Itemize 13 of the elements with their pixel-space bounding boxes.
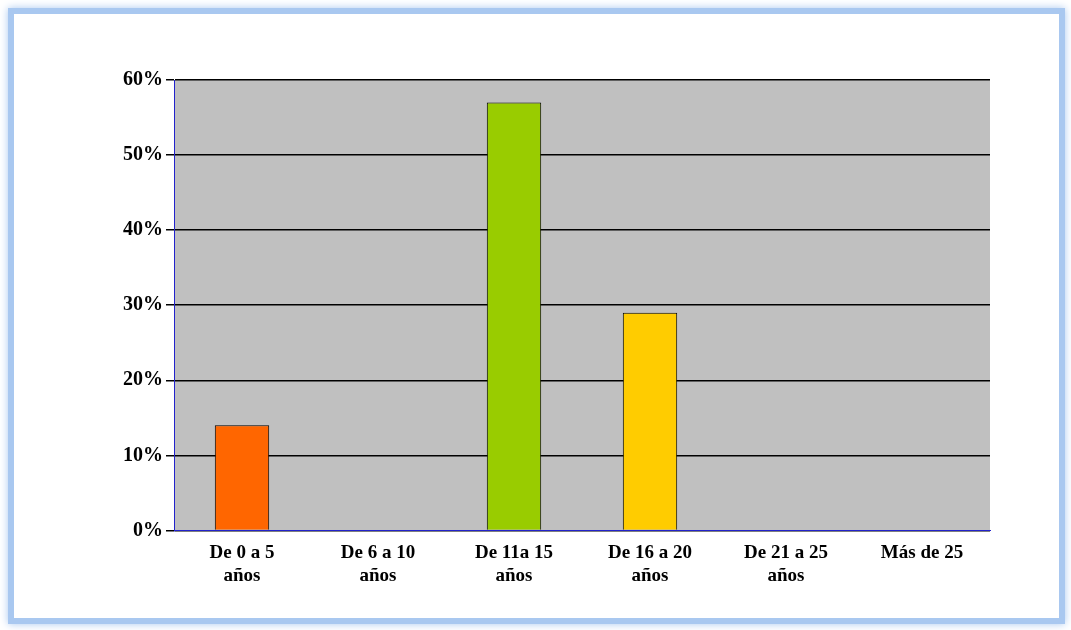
y-tick-label: 50%	[123, 142, 163, 165]
y-tick-label: 0%	[133, 517, 163, 540]
x-tick-label: Más de 25	[880, 540, 964, 562]
x-tick-label: De 11a 15 años	[474, 540, 554, 585]
x-tick-label: De 21 a 25 años	[744, 540, 828, 585]
y-tick-label: 30%	[123, 292, 163, 315]
x-tick-label: De 6 a 10 años	[340, 540, 416, 585]
y-tick-label: 60%	[123, 67, 163, 90]
x-tick-label: De 16 a 20 años	[608, 540, 692, 585]
x-tick-label: De 0 a 5 años	[209, 540, 275, 585]
y-tick-label: 40%	[123, 217, 163, 240]
y-tick-label: 20%	[123, 367, 163, 390]
y-tick-label: 10%	[123, 442, 163, 465]
